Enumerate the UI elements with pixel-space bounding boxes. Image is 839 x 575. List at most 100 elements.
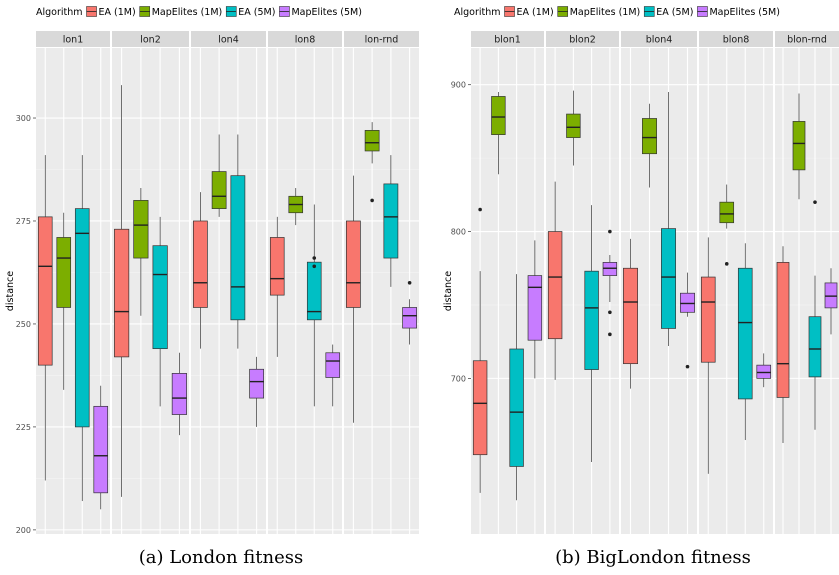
facet-strip [112, 31, 189, 47]
box-ea-1m [623, 238, 638, 389]
facet-strip [191, 31, 266, 47]
box-iqr [642, 118, 657, 155]
box-iqr [661, 228, 676, 329]
legend-a: Algorithm EA (1M) MapElites (1M) EA (5M) Map… [36, 6, 362, 18]
box-mapelites-5m [527, 240, 543, 379]
box-iqr [737, 267, 753, 400]
outlier-point [724, 262, 729, 266]
outlier-point [608, 332, 612, 337]
y-tick-label: 250 [16, 320, 31, 329]
facet-lon2: lon2 [112, 31, 189, 534]
box-iqr [93, 405, 109, 494]
box-mapelites-5m [325, 344, 341, 407]
box-iqr [74, 208, 90, 428]
box-iqr [325, 352, 341, 378]
facet-blon4: blon4 [621, 31, 697, 534]
box-iqr [547, 231, 563, 340]
box-mapelites-5m [402, 280, 418, 345]
facet-lon4: lon4 [191, 31, 266, 534]
outlier-point [370, 198, 374, 203]
box-ea-5m [74, 155, 90, 502]
box-mapelites-1m [364, 122, 380, 203]
box-mapelites-1m [719, 184, 735, 266]
box-iqr [249, 368, 265, 399]
box-iqr [37, 216, 53, 366]
box-iqr [776, 262, 790, 398]
box-ea-1m [37, 155, 53, 481]
facet-strip-label: blon4 [646, 35, 673, 46]
box-ea-5m [306, 204, 322, 407]
box-iqr [566, 113, 581, 138]
legend: Algorithm EA (1M) MapElites (1M) EA (5M) Map… [36, 6, 780, 18]
box-mapelites-5m [602, 229, 618, 337]
box-mapelites-1m [133, 188, 149, 316]
box-mapelites-1m [566, 90, 581, 166]
chart-biglondon-fitness: distance 700 800 900 blon1 blon2 blon4 blon8 blo… [443, 31, 839, 568]
facet-lon8: lon8 [268, 31, 342, 534]
box-ea-5m [152, 216, 168, 407]
box-iqr [133, 200, 149, 259]
box-mapelites-5m [756, 353, 772, 388]
y-tick-label: 800 [451, 228, 466, 237]
box-iqr [114, 228, 130, 358]
facet-strip-label: lon2 [140, 35, 161, 46]
box-ea-1m [345, 175, 361, 423]
facet-blon-rnd: blon-rnd [775, 31, 839, 534]
box-mapelites-1m [642, 103, 657, 188]
legend-label: EA (1M) [99, 7, 136, 18]
facet-strip [699, 31, 773, 47]
y-tick-label: 300 [16, 114, 31, 123]
legend-label: MapElites (5M) [291, 7, 362, 18]
facet-blon2: blon2 [546, 31, 619, 534]
legend-title: Algorithm [454, 7, 501, 18]
box-mapelites-5m [680, 272, 695, 369]
facet-blon1: blon1 [471, 31, 544, 534]
box-mapelites-1m [792, 93, 806, 200]
box-iqr [402, 307, 418, 329]
box-iqr [230, 175, 246, 321]
box-iqr [602, 262, 618, 276]
y-axis-label: distance [5, 271, 16, 311]
box-ea-5m [808, 200, 822, 430]
box-iqr [584, 270, 599, 370]
box-iqr [171, 373, 187, 415]
y-axis-label: distance [443, 271, 454, 311]
facet-blon8: blon8 [699, 31, 773, 534]
box-ea-1m [547, 181, 563, 380]
outlier-point [312, 256, 317, 260]
box-iqr [152, 245, 168, 350]
box-iqr [824, 282, 838, 309]
box-iqr [269, 237, 285, 296]
legend-title: Algorithm [36, 7, 83, 18]
box-mapelites-1m [56, 212, 72, 390]
facet-strip [344, 31, 419, 47]
legend-label: MapElites (1M) [570, 7, 641, 18]
y-tick-label: 275 [16, 217, 31, 226]
facet-strip [775, 31, 839, 47]
figure-caption: (a) London fitness [139, 547, 304, 568]
outlier-point [813, 200, 817, 204]
box-ea-5m [509, 274, 524, 501]
box-iqr [472, 360, 488, 456]
box-iqr [808, 316, 822, 378]
box-iqr [509, 348, 524, 467]
box-iqr [345, 220, 361, 308]
box-ea-1m [114, 85, 130, 497]
outlier-point [407, 280, 412, 285]
box-ea-1m [776, 246, 790, 443]
box-iqr [56, 237, 72, 308]
box-iqr [527, 275, 543, 341]
box-iqr [792, 121, 806, 171]
box-iqr [700, 276, 716, 363]
box-iqr [719, 201, 735, 224]
legend-label: MapElites (5M) [709, 7, 780, 18]
box-mapelites-5m [171, 352, 187, 436]
box-iqr [383, 183, 399, 259]
box-ea-5m [383, 155, 399, 287]
facet-strip-label: lon4 [218, 35, 239, 46]
facet-strip-label: lon1 [63, 35, 84, 46]
legend-b: Algorithm EA (1M) MapElites (1M) EA (5M) Map… [454, 6, 780, 18]
box-ea-1m [192, 192, 208, 349]
box-ea-5m [230, 134, 246, 349]
y-tick-label: 900 [451, 81, 466, 90]
